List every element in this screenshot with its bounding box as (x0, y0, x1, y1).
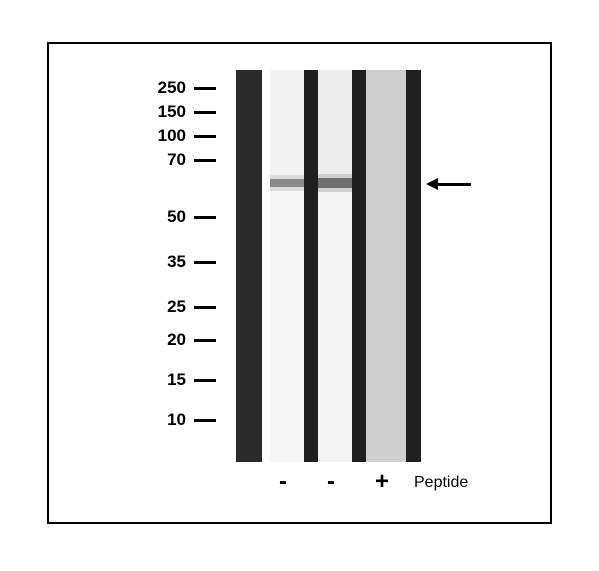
peptide-symbol-2: + (370, 470, 394, 494)
lane-1-seg-2 (270, 179, 304, 187)
lane-2-seg-0 (304, 70, 318, 462)
lane-5-seg-0 (366, 70, 406, 462)
lane-1-seg-4 (270, 191, 304, 462)
lane-3-seg-2 (318, 178, 352, 188)
lane-3-seg-0 (318, 70, 352, 174)
lane-6-seg-0 (406, 70, 421, 462)
peptide-label: Peptide (414, 474, 468, 492)
target-band-arrow (426, 178, 472, 190)
lane-3-seg-4 (318, 192, 352, 462)
lane-1-seg-0 (270, 70, 304, 175)
lane-0-seg-0 (236, 70, 262, 462)
peptide-symbol-1: - (319, 470, 343, 494)
western-blot (0, 0, 599, 571)
lane-4-seg-0 (352, 70, 366, 462)
peptide-symbol-0: - (271, 470, 295, 494)
arrow-shaft (437, 183, 471, 186)
